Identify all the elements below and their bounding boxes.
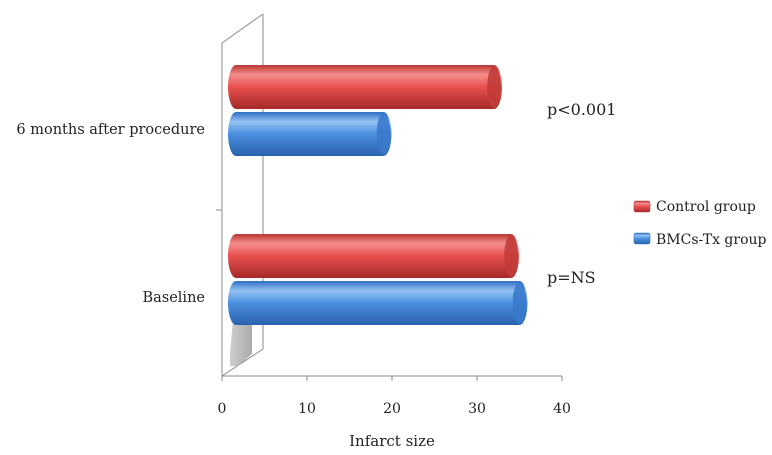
bar-body — [228, 234, 519, 278]
bar-end-cap — [487, 66, 501, 108]
annotation-1: p=NS — [547, 268, 596, 287]
bar-body — [228, 65, 502, 109]
legend-item-control: Control group — [633, 199, 756, 215]
x-tick-label-30: 30 — [468, 401, 486, 417]
legend-item-bmcs: BMCs-Tx group — [633, 232, 767, 248]
legend-label-bmcs: BMCs-Tx group — [656, 232, 767, 248]
annotation-0: p<0.001 — [547, 100, 616, 119]
bar-body — [228, 112, 392, 156]
bar-series — [228, 65, 528, 325]
floor-diagonal — [221, 348, 264, 377]
bar-end-cap — [376, 113, 391, 155]
bar-end-cap — [504, 235, 518, 277]
x-axis-ticks: 0 10 20 30 40 — [218, 376, 571, 417]
x-tick-label-20: 20 — [383, 401, 401, 417]
bar-body — [228, 281, 528, 325]
legend-label-control: Control group — [656, 199, 756, 215]
significance-annotations: p<0.001 p=NS — [547, 100, 616, 287]
bar-bmcs-0 — [228, 281, 528, 325]
category-labels: Baseline 6 months after procedure — [16, 122, 205, 306]
category-label-1: 6 months after procedure — [16, 122, 205, 138]
x-tick-label-10: 10 — [298, 401, 316, 417]
legend-swatch-bmcs — [633, 232, 651, 245]
legend: Control group BMCs-Tx group — [633, 199, 767, 248]
bar-bmcs-1 — [228, 112, 392, 156]
x-tick-label-40: 40 — [553, 401, 571, 417]
category-label-0: Baseline — [142, 290, 205, 306]
bar-end-cap — [512, 282, 527, 324]
back-wall-top — [221, 13, 264, 44]
bar-control-1 — [228, 65, 502, 109]
x-axis-title: Infarct size — [349, 432, 435, 450]
bar-control-0 — [228, 234, 519, 278]
x-tick-label-0: 0 — [218, 401, 227, 417]
legend-swatch-control — [633, 200, 651, 213]
